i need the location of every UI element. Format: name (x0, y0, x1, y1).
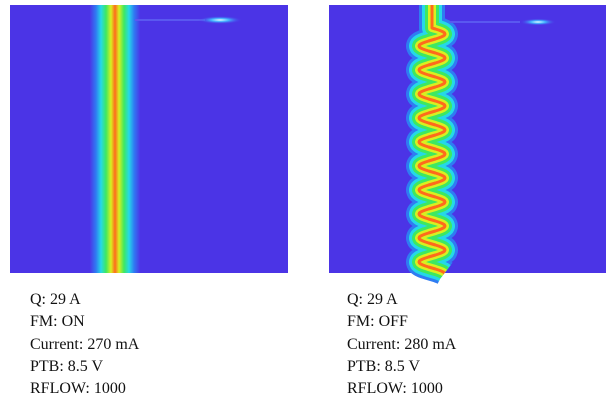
caption-line: PTB: 8.5 V (347, 357, 421, 375)
caption-line: Q: 29 A (30, 291, 81, 308)
caption: Q: 29 A FM: OFF Current: 280 mA PTB: 8.5 V R… (347, 289, 456, 400)
streak (520, 18, 556, 26)
caption-line: RFLOW: 1000 (347, 380, 443, 398)
wave-layer (417, 5, 447, 275)
caption-line: Current: 280 mA (347, 335, 457, 353)
caption-line: Q: 29 A (347, 291, 398, 308)
caption-line: RFLOW: 1000 (30, 380, 126, 398)
caption-line: FM: OFF (347, 313, 408, 331)
image-left (10, 5, 288, 273)
caption-line: FM: ON (30, 313, 85, 331)
streak (198, 16, 242, 24)
caption-line: Current: 270 mA (30, 335, 140, 353)
beam-wave (406, 5, 458, 285)
image-right (329, 5, 606, 273)
caption: Q: 29 A FM: ON Current: 270 mA PTB: 8.5 V RF… (30, 289, 139, 400)
beam-stripe (90, 5, 140, 273)
caption-line: PTB: 8.5 V (30, 357, 104, 375)
